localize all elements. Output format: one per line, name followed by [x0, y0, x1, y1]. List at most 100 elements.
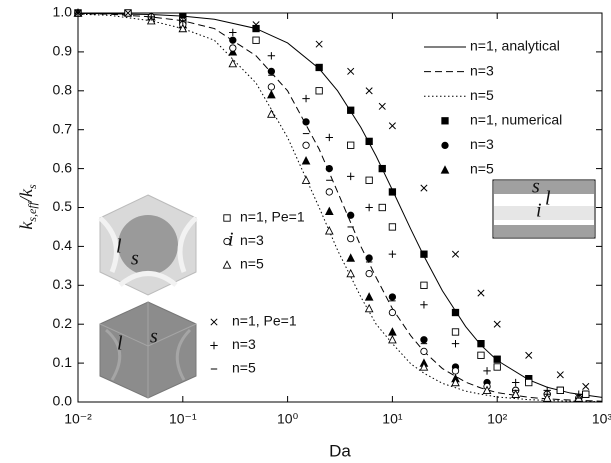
x-tick-label: 10⁻² — [64, 411, 92, 427]
inset-cube-light: i l s — [98, 194, 234, 296]
y-label-part: s,eff — [25, 200, 39, 221]
marker — [451, 250, 460, 258]
y-tick-label: 0.0 — [53, 393, 73, 409]
y-tick-label: 0.2 — [53, 315, 73, 331]
marker — [347, 106, 355, 114]
marker — [378, 164, 386, 173]
marker — [347, 234, 355, 243]
marker — [493, 320, 501, 328]
marker — [543, 386, 551, 395]
marker — [477, 351, 485, 359]
marker — [315, 40, 323, 48]
y-tick-label: 0.6 — [53, 159, 73, 175]
marker — [482, 385, 492, 394]
inset-label: s — [532, 176, 540, 198]
marker — [451, 367, 460, 375]
marker — [301, 156, 311, 165]
legend-label: n=3 — [232, 336, 256, 352]
marker — [210, 318, 218, 326]
y-tick-label: 0.4 — [53, 237, 73, 253]
marker — [347, 211, 355, 219]
marker — [441, 117, 449, 125]
marker — [228, 58, 238, 68]
marker — [477, 289, 485, 297]
marker — [388, 188, 397, 196]
marker — [420, 250, 428, 258]
legend-label: n=5 — [470, 87, 494, 103]
y-label-part: k — [16, 221, 36, 230]
marker — [378, 203, 386, 212]
legend-label: n=5 — [240, 256, 264, 272]
marker — [388, 308, 397, 317]
marker — [365, 176, 373, 184]
marker — [582, 390, 590, 398]
x-tick-label: 10⁰ — [277, 411, 299, 427]
legend-label: n=5 — [232, 360, 256, 376]
marker — [388, 293, 397, 301]
marker — [451, 308, 460, 317]
inset-label: l — [117, 333, 123, 355]
marker — [252, 36, 260, 44]
y-tick-label: 0.9 — [53, 43, 73, 59]
marker — [302, 118, 310, 126]
marker — [511, 378, 520, 387]
marker — [223, 237, 231, 246]
legend-label: n=5 — [470, 161, 494, 177]
marker — [178, 23, 188, 33]
y-tick-label: 0.3 — [53, 276, 73, 292]
marker — [451, 328, 460, 336]
marker — [267, 83, 276, 91]
y-tick-label: 0.5 — [53, 198, 73, 214]
marker — [493, 363, 501, 371]
x-axis-label: Da — [329, 441, 351, 460]
marker — [325, 133, 334, 142]
marker — [346, 172, 355, 181]
marker — [325, 188, 333, 196]
x-tick-label: 10³ — [592, 411, 611, 427]
marker — [365, 254, 373, 262]
marker — [252, 21, 260, 29]
marker — [582, 382, 590, 390]
marker — [378, 102, 386, 110]
y-tick-label: 0.7 — [53, 120, 73, 136]
marker — [365, 137, 373, 146]
marker — [420, 347, 428, 356]
legend-label: n=3 — [470, 62, 494, 78]
inset-label: s — [131, 248, 139, 270]
marker — [493, 355, 501, 363]
marker — [477, 340, 485, 348]
marker — [223, 214, 231, 222]
series — [74, 9, 583, 398]
y-label-part: s — [25, 184, 39, 189]
marker — [267, 52, 276, 60]
inset-label: i — [228, 229, 234, 251]
marker — [483, 367, 491, 375]
y-tick-label: 0.1 — [53, 354, 73, 370]
marker — [388, 122, 396, 130]
marker — [179, 13, 187, 21]
marker — [302, 94, 310, 103]
marker — [525, 351, 533, 359]
marker — [388, 223, 397, 231]
marker — [315, 63, 323, 72]
marker — [302, 141, 310, 149]
x-tick-label: 10⁻¹ — [169, 411, 197, 427]
y-tick-label: 1.0 — [53, 4, 73, 20]
marker — [511, 389, 520, 398]
legend-label: n=3 — [470, 136, 494, 152]
inset-layers: s l i — [492, 176, 596, 239]
marker — [222, 260, 232, 269]
x-tick-label: 10¹ — [382, 411, 403, 427]
inset-label: i — [536, 200, 542, 222]
marker — [364, 292, 374, 301]
marker — [365, 269, 373, 278]
x-tick-label: 10² — [487, 411, 508, 427]
marker — [388, 334, 397, 344]
marker — [229, 44, 237, 52]
y-tick-label: 0.8 — [53, 82, 73, 98]
marker — [346, 253, 356, 262]
legend-label: n=3 — [240, 232, 264, 248]
marker — [420, 184, 428, 192]
marker — [575, 390, 583, 398]
